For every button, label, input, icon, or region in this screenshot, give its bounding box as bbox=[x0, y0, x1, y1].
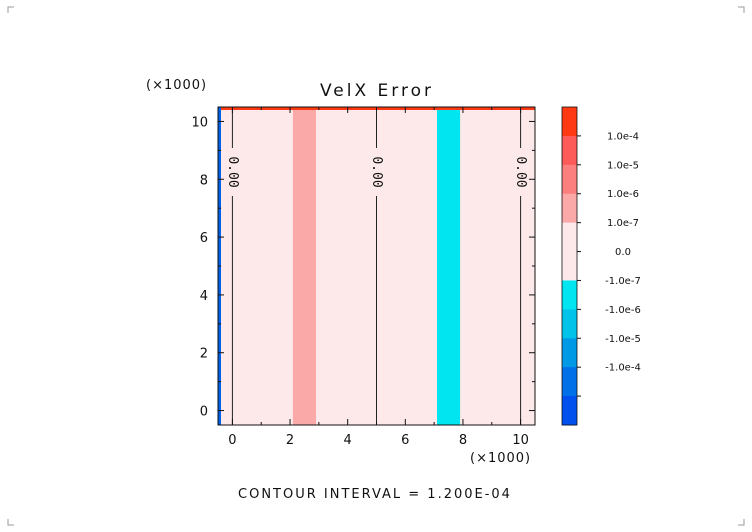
colorbar-swatch-10 bbox=[562, 367, 577, 397]
x-tick-label: 4 bbox=[344, 433, 352, 448]
colorbar-swatch-5 bbox=[562, 222, 577, 253]
x-tick-label: 8 bbox=[459, 433, 467, 448]
contour-interval-footer: CONTOUR INTERVAL = 1.200E-04 bbox=[238, 487, 512, 502]
colorbar-swatch-3 bbox=[562, 164, 577, 195]
colorbar-swatch-2 bbox=[562, 135, 577, 166]
contour-label-3: 0.00 bbox=[513, 156, 528, 187]
colorbar-label: 0.0 bbox=[615, 247, 631, 258]
band-2 bbox=[437, 107, 461, 425]
colorbar-label: 1.0e-7 bbox=[607, 218, 639, 229]
colorbar-frame bbox=[561, 106, 578, 426]
x-tick-label: 10 bbox=[512, 433, 529, 448]
x-tick-label: 6 bbox=[401, 433, 409, 448]
contour-label-1: 0.00 bbox=[225, 156, 240, 187]
colorbar-swatch-8 bbox=[562, 309, 577, 339]
colorbar-label: 1.0e-6 bbox=[607, 189, 639, 200]
x-tick-label: 2 bbox=[286, 433, 294, 448]
y-tick-label: 6 bbox=[200, 231, 208, 246]
y-axis-multiplier: (×1000) bbox=[146, 78, 207, 93]
colorbar-label: 1.0e-5 bbox=[607, 160, 639, 171]
x-axis-multiplier: (×1000) bbox=[470, 451, 531, 466]
colorbar-label: -1.0e-5 bbox=[605, 334, 641, 345]
colorbar: 1.0e-4 1.0e-5 1.0e-6 1.0e-7 0.0 -1.0e-7 -1.0e-… bbox=[561, 106, 641, 426]
plot-area: 0.00 0.00 0.00 0 2 4 6 8 10 0 2 4 6 8 10 bbox=[191, 106, 536, 448]
colorbar-label: 1.0e-4 bbox=[607, 131, 639, 142]
colorbar-swatch-11 bbox=[562, 396, 577, 426]
x-tick-label: 0 bbox=[228, 433, 236, 448]
band-1 bbox=[292, 107, 316, 425]
colorbar-swatch-6 bbox=[562, 251, 577, 281]
colorbar-swatch-9 bbox=[562, 338, 577, 368]
y-tick-label: 10 bbox=[191, 115, 208, 130]
y-tick-label: 2 bbox=[200, 347, 208, 362]
colorbar-swatch-4 bbox=[562, 193, 577, 224]
colorbar-label: -1.0e-6 bbox=[605, 305, 641, 316]
colorbar-label: -1.0e-7 bbox=[605, 276, 641, 287]
y-tick-label: 4 bbox=[200, 289, 208, 304]
y-tick-label: 8 bbox=[200, 173, 208, 188]
colorbar-label: -1.0e-4 bbox=[605, 363, 641, 374]
colorbar-swatch-1 bbox=[562, 107, 577, 137]
colorbar-swatch-7 bbox=[562, 280, 577, 310]
y-tick-label: 0 bbox=[200, 405, 208, 420]
corner-marks bbox=[7, 6, 745, 526]
contour-label-2: 0.00 bbox=[369, 156, 384, 187]
chart-title: VelX Error bbox=[320, 81, 434, 101]
